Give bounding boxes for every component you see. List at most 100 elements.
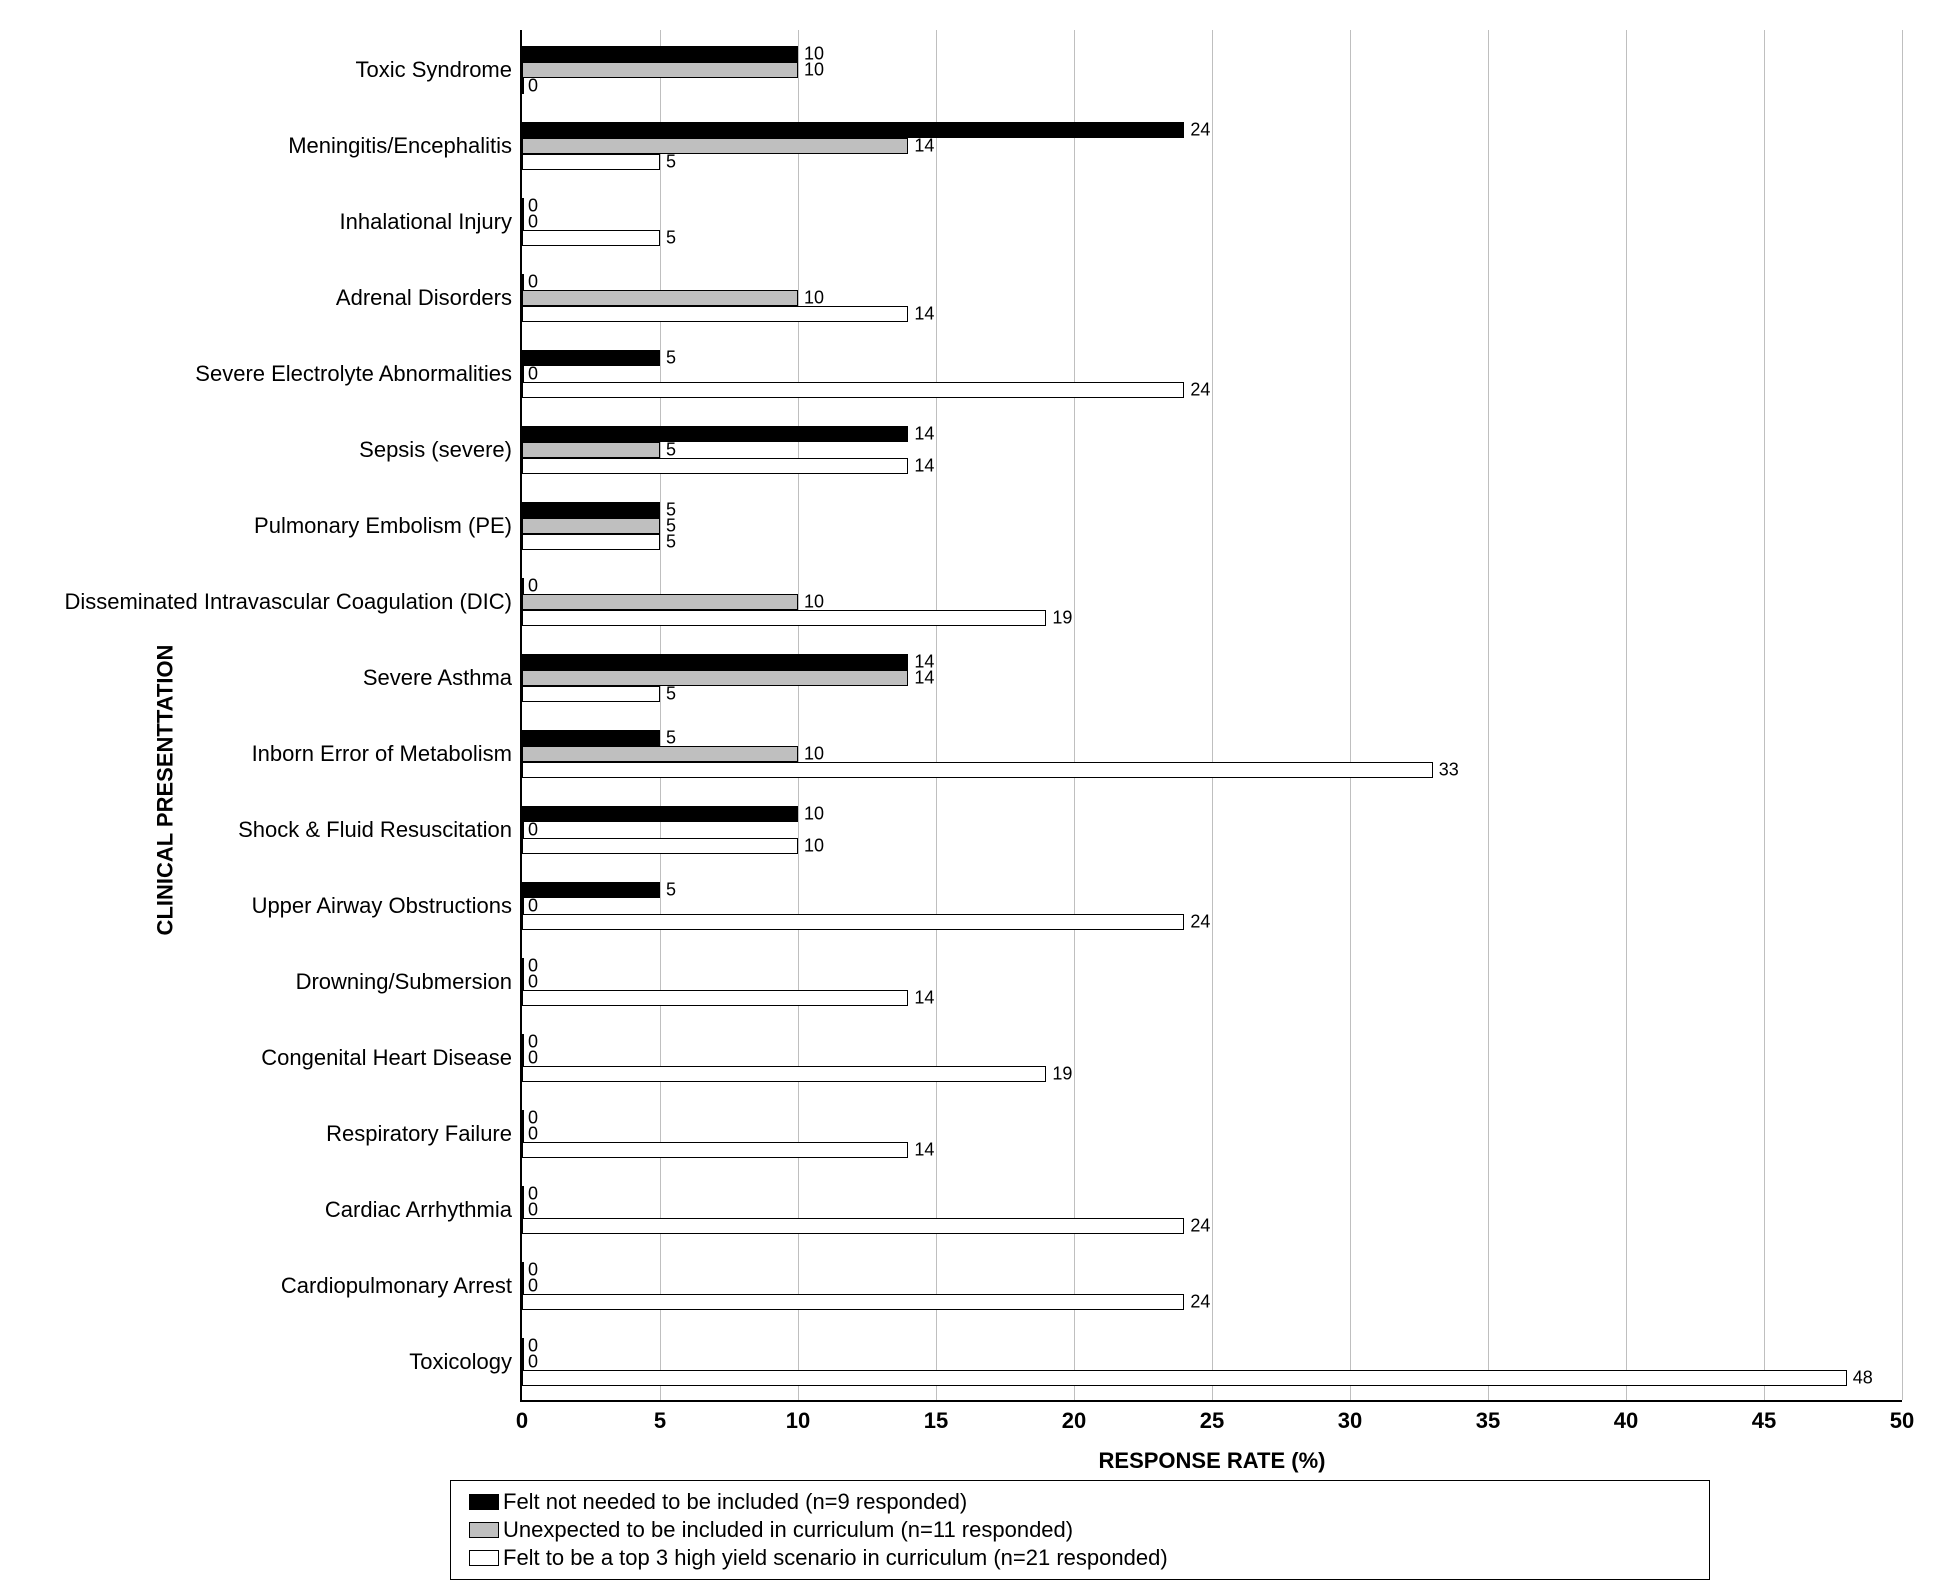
legend-label: Felt to be a top 3 high yield scenario i… bbox=[503, 1545, 1168, 1571]
value-label: 5 bbox=[666, 228, 676, 249]
category-label: Severe Electrolyte Abnormalities bbox=[195, 361, 512, 387]
grid-line bbox=[1626, 30, 1627, 1400]
value-label: 10 bbox=[804, 804, 824, 825]
category-label: Drowning/Submersion bbox=[296, 969, 512, 995]
bar-unexpected bbox=[522, 1354, 524, 1370]
value-label: 5 bbox=[666, 880, 676, 901]
category-label: Inborn Error of Metabolism bbox=[252, 741, 512, 767]
x-tick-label: 45 bbox=[1752, 1408, 1776, 1434]
legend-swatch bbox=[469, 1522, 499, 1538]
plot-area: RESPONSE RATE (%) 05101520253035404550To… bbox=[520, 30, 1902, 1402]
bar-notNeeded bbox=[522, 1186, 524, 1202]
value-label: 0 bbox=[528, 76, 538, 97]
value-label: 5 bbox=[666, 152, 676, 173]
bar-notNeeded bbox=[522, 122, 1184, 138]
grid-line bbox=[798, 30, 799, 1400]
category-label: Cardiopulmonary Arrest bbox=[281, 1273, 512, 1299]
bar-notNeeded bbox=[522, 350, 660, 366]
grid-line bbox=[1488, 30, 1489, 1400]
value-label: 10 bbox=[804, 60, 824, 81]
value-label: 48 bbox=[1853, 1368, 1873, 1389]
bar-unexpected bbox=[522, 138, 908, 154]
legend-item: Unexpected to be included in curriculum … bbox=[469, 1517, 1691, 1543]
value-label: 19 bbox=[1052, 1064, 1072, 1085]
bar-top3 bbox=[522, 990, 908, 1006]
bar-top3 bbox=[522, 1370, 1847, 1386]
grid-line bbox=[936, 30, 937, 1400]
bar-notNeeded bbox=[522, 958, 524, 974]
value-label: 24 bbox=[1190, 912, 1210, 933]
legend-item: Felt not needed to be included (n=9 resp… bbox=[469, 1489, 1691, 1515]
value-label: 10 bbox=[804, 836, 824, 857]
category-label: Toxicology bbox=[409, 1349, 512, 1375]
value-label: 24 bbox=[1190, 120, 1210, 141]
value-label: 24 bbox=[1190, 1216, 1210, 1237]
x-tick-label: 5 bbox=[654, 1408, 666, 1434]
grid-line bbox=[660, 30, 661, 1400]
bar-notNeeded bbox=[522, 1034, 524, 1050]
category-label: Toxic Syndrome bbox=[355, 57, 512, 83]
grid-line bbox=[1902, 30, 1903, 1400]
bar-top3 bbox=[522, 1294, 1184, 1310]
category-label: Adrenal Disorders bbox=[336, 285, 512, 311]
category-label: Inhalational Injury bbox=[340, 209, 512, 235]
bar-unexpected bbox=[522, 1050, 524, 1066]
bar-top3 bbox=[522, 1066, 1046, 1082]
legend-swatch bbox=[469, 1494, 499, 1510]
value-label: 14 bbox=[914, 1140, 934, 1161]
category-label: Pulmonary Embolism (PE) bbox=[254, 513, 512, 539]
bar-unexpected bbox=[522, 1202, 524, 1218]
bar-top3 bbox=[522, 1142, 908, 1158]
legend: Felt not needed to be included (n=9 resp… bbox=[450, 1480, 1710, 1580]
grid-line bbox=[1350, 30, 1351, 1400]
value-label: 5 bbox=[666, 348, 676, 369]
grid-line bbox=[1212, 30, 1213, 1400]
bar-notNeeded bbox=[522, 1262, 524, 1278]
legend-swatch bbox=[469, 1550, 499, 1566]
bar-unexpected bbox=[522, 670, 908, 686]
bar-notNeeded bbox=[522, 426, 908, 442]
bar-top3 bbox=[522, 914, 1184, 930]
value-label: 14 bbox=[914, 988, 934, 1009]
bar-notNeeded bbox=[522, 578, 524, 594]
x-tick-label: 15 bbox=[924, 1408, 948, 1434]
bar-top3 bbox=[522, 382, 1184, 398]
x-tick-label: 25 bbox=[1200, 1408, 1224, 1434]
bar-unexpected bbox=[522, 1126, 524, 1142]
x-axis-title: RESPONSE RATE (%) bbox=[1099, 1448, 1326, 1474]
value-label: 14 bbox=[914, 304, 934, 325]
legend-item: Felt to be a top 3 high yield scenario i… bbox=[469, 1545, 1691, 1571]
bar-top3 bbox=[522, 458, 908, 474]
value-label: 5 bbox=[666, 684, 676, 705]
bar-top3 bbox=[522, 230, 660, 246]
bar-unexpected bbox=[522, 518, 660, 534]
category-label: Cardiac Arrhythmia bbox=[325, 1197, 512, 1223]
grid-line bbox=[1074, 30, 1075, 1400]
bar-unexpected bbox=[522, 290, 798, 306]
category-label: Severe Asthma bbox=[363, 665, 512, 691]
value-label: 24 bbox=[1190, 1292, 1210, 1313]
category-label: Shock & Fluid Resuscitation bbox=[238, 817, 512, 843]
bar-unexpected bbox=[522, 594, 798, 610]
bar-unexpected bbox=[522, 1278, 524, 1294]
bar-notNeeded bbox=[522, 654, 908, 670]
legend-label: Felt not needed to be included (n=9 resp… bbox=[503, 1489, 967, 1515]
bar-notNeeded bbox=[522, 46, 798, 62]
bar-notNeeded bbox=[522, 806, 798, 822]
bar-top3 bbox=[522, 610, 1046, 626]
category-label: Meningitis/Encephalitis bbox=[288, 133, 512, 159]
legend-label: Unexpected to be included in curriculum … bbox=[503, 1517, 1073, 1543]
bar-unexpected bbox=[522, 974, 524, 990]
bar-unexpected bbox=[522, 366, 524, 382]
category-label: Respiratory Failure bbox=[326, 1121, 512, 1147]
bar-notNeeded bbox=[522, 1338, 524, 1354]
x-tick-label: 30 bbox=[1338, 1408, 1362, 1434]
bar-top3 bbox=[522, 838, 798, 854]
bar-top3 bbox=[522, 78, 524, 94]
bar-top3 bbox=[522, 306, 908, 322]
category-label: Congenital Heart Disease bbox=[261, 1045, 512, 1071]
category-label: Upper Airway Obstructions bbox=[252, 893, 512, 919]
bar-notNeeded bbox=[522, 502, 660, 518]
bar-top3 bbox=[522, 154, 660, 170]
value-label: 5 bbox=[666, 532, 676, 553]
